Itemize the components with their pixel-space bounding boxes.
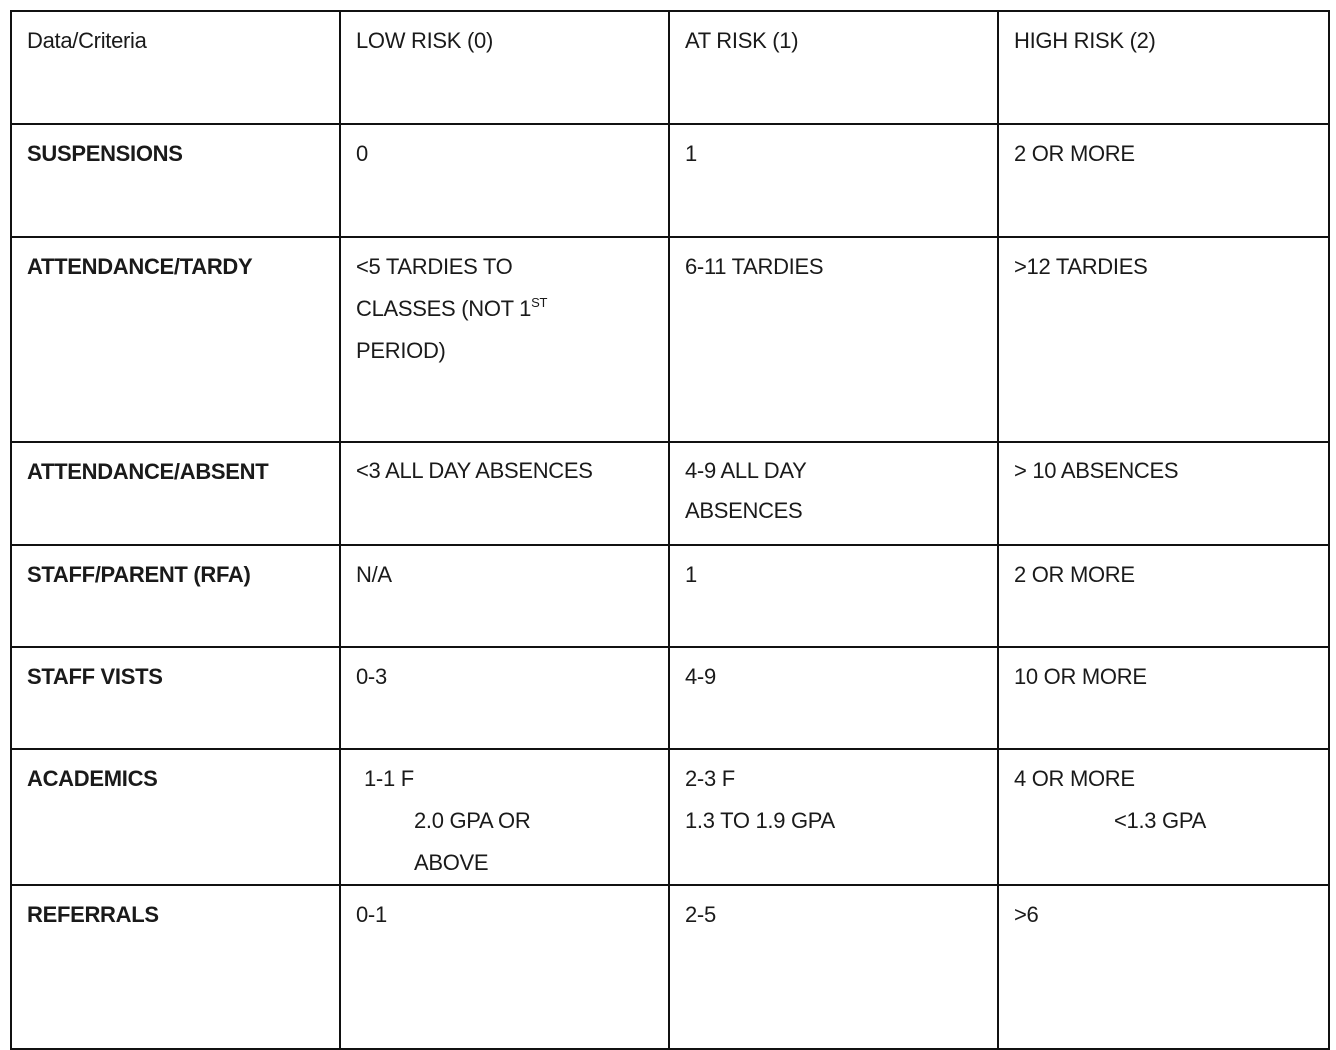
cell-line: <5 TARDIES TO xyxy=(356,246,654,288)
table-cell: 1-1 F 2.0 GPA OR ABOVE xyxy=(339,748,670,886)
cell-line: 2 OR MORE xyxy=(1014,133,1314,175)
table-cell: >12 TARDIES xyxy=(997,236,1330,443)
cell-text: <3 ALL DAY ABSENCES xyxy=(356,458,593,483)
cell-line: PERIOD) xyxy=(356,330,654,372)
cell-line: 0 xyxy=(356,133,654,175)
table-row: SUSPENSIONS 0 1 2 OR MORE xyxy=(10,123,1330,238)
cell-line: 1-1 F xyxy=(356,758,654,800)
column-header: HIGH RISK (2) xyxy=(997,10,1330,125)
cell-line: 1 xyxy=(685,554,983,596)
cell-text: <1.3 GPA xyxy=(1114,808,1206,833)
column-header: LOW RISK (0) xyxy=(339,10,670,125)
cell-text: 10 OR MORE xyxy=(1014,664,1147,689)
cell-text: 2-3 F xyxy=(685,766,735,791)
cell-text: ABOVE xyxy=(414,850,489,875)
cell-text: CLASSES (NOT 1 xyxy=(356,296,532,321)
cell-text: 1.3 TO 1.9 GPA xyxy=(685,808,835,833)
cell-line: 2 OR MORE xyxy=(1014,554,1314,596)
cell-text: 4-9 xyxy=(685,664,716,689)
table-row: STAFF VISTS 0-3 4-9 10 OR MORE xyxy=(10,646,1330,750)
cell-line: 1 xyxy=(685,133,983,175)
cell-text: 1-1 F xyxy=(364,766,414,791)
cell-text: >12 TARDIES xyxy=(1014,254,1148,279)
risk-criteria-table: Data/Criteria LOW RISK (0) AT RISK (1) HIGH… xyxy=(10,10,1330,1050)
table-cell: 4-9 xyxy=(668,646,999,750)
cell-line: 4-9 ALL DAY xyxy=(685,451,983,491)
table-cell: 2-3 F 1.3 TO 1.9 GPA xyxy=(668,748,999,886)
cell-line: 6-11 TARDIES xyxy=(685,246,983,288)
row-label: REFERRALS xyxy=(10,884,341,1050)
cell-text: N/A xyxy=(356,562,392,587)
cell-text: 4-9 ALL DAY xyxy=(685,458,807,483)
table-cell: <3 ALL DAY ABSENCES xyxy=(339,441,670,546)
table-cell: N/A xyxy=(339,544,670,648)
superscript: ST xyxy=(531,295,548,310)
table-cell: 1 xyxy=(668,123,999,238)
column-header: Data/Criteria xyxy=(10,10,341,125)
row-label: STAFF VISTS xyxy=(10,646,341,750)
cell-line: 0-3 xyxy=(356,656,654,698)
cell-text: 2.0 GPA OR xyxy=(414,808,531,833)
cell-text: ABSENCES xyxy=(685,498,803,523)
cell-line: <1.3 GPA xyxy=(1014,800,1314,842)
cell-text: 2 OR MORE xyxy=(1014,141,1135,166)
table-row: ATTENDANCE/TARDY <5 TARDIES TO CLASSES (NO… xyxy=(10,236,1330,443)
cell-line: CLASSES (NOT 1ST xyxy=(356,288,654,330)
table-cell: 0-3 xyxy=(339,646,670,750)
cell-line: 10 OR MORE xyxy=(1014,656,1314,698)
cell-line: 2-5 xyxy=(685,894,983,936)
column-header: AT RISK (1) xyxy=(668,10,999,125)
cell-text: 2-5 xyxy=(685,902,716,927)
row-label: STAFF/PARENT (RFA) xyxy=(10,544,341,648)
cell-text: 0-3 xyxy=(356,664,387,689)
row-label: SUSPENSIONS xyxy=(10,123,341,238)
table-row: ACADEMICS 1-1 F 2.0 GPA OR ABOVE 2-3 F 1.3 TO… xyxy=(10,748,1330,886)
table-row: REFERRALS 0-1 2-5 >6 xyxy=(10,884,1330,1050)
row-label: ACADEMICS xyxy=(10,748,341,886)
cell-line: >6 xyxy=(1014,894,1314,936)
cell-text: > 10 ABSENCES xyxy=(1014,458,1179,483)
table-cell: 1 xyxy=(668,544,999,648)
table-cell: 10 OR MORE xyxy=(997,646,1330,750)
table-cell: 2 OR MORE xyxy=(997,123,1330,238)
cell-text: 2 OR MORE xyxy=(1014,562,1135,587)
cell-text: 0-1 xyxy=(356,902,387,927)
cell-line: > 10 ABSENCES xyxy=(1014,451,1314,491)
row-label: ATTENDANCE/TARDY xyxy=(10,236,341,443)
table-cell: 6-11 TARDIES xyxy=(668,236,999,443)
cell-text: 0 xyxy=(356,141,368,166)
table-cell: 2 OR MORE xyxy=(997,544,1330,648)
cell-line: 0-1 xyxy=(356,894,654,936)
table-cell: 0-1 xyxy=(339,884,670,1050)
cell-text: 4 OR MORE xyxy=(1014,766,1135,791)
cell-text: 6-11 TARDIES xyxy=(685,254,824,279)
cell-line: 1.3 TO 1.9 GPA xyxy=(685,800,983,842)
table-cell: 2-5 xyxy=(668,884,999,1050)
cell-text: <5 TARDIES TO xyxy=(356,254,513,279)
cell-line: 4-9 xyxy=(685,656,983,698)
cell-line: 4 OR MORE xyxy=(1014,758,1314,800)
cell-line: <3 ALL DAY ABSENCES xyxy=(356,451,654,491)
cell-text: 1 xyxy=(685,562,697,587)
row-label: ATTENDANCE/ABSENT xyxy=(10,441,341,546)
cell-line: 2.0 GPA OR xyxy=(356,800,654,842)
cell-line: ABOVE xyxy=(356,842,654,883)
cell-text: PERIOD) xyxy=(356,338,446,363)
table-cell: 4-9 ALL DAY ABSENCES xyxy=(668,441,999,546)
cell-line: N/A xyxy=(356,554,654,596)
table-cell: 0 xyxy=(339,123,670,238)
table-cell: >6 xyxy=(997,884,1330,1050)
table-row: ATTENDANCE/ABSENT <3 ALL DAY ABSENCES 4-9 … xyxy=(10,441,1330,546)
table-cell: 4 OR MORE <1.3 GPA xyxy=(997,748,1330,886)
cell-line: ABSENCES xyxy=(685,491,983,531)
table-cell: <5 TARDIES TO CLASSES (NOT 1ST PERIOD) xyxy=(339,236,670,443)
cell-text: 1 xyxy=(685,141,697,166)
table-row: STAFF/PARENT (RFA) N/A 1 2 OR MORE xyxy=(10,544,1330,648)
cell-line: >12 TARDIES xyxy=(1014,246,1314,288)
cell-text: >6 xyxy=(1014,902,1039,927)
cell-line: 2-3 F xyxy=(685,758,983,800)
header-row: Data/Criteria LOW RISK (0) AT RISK (1) HIGH… xyxy=(10,10,1330,125)
table-cell: > 10 ABSENCES xyxy=(997,441,1330,546)
